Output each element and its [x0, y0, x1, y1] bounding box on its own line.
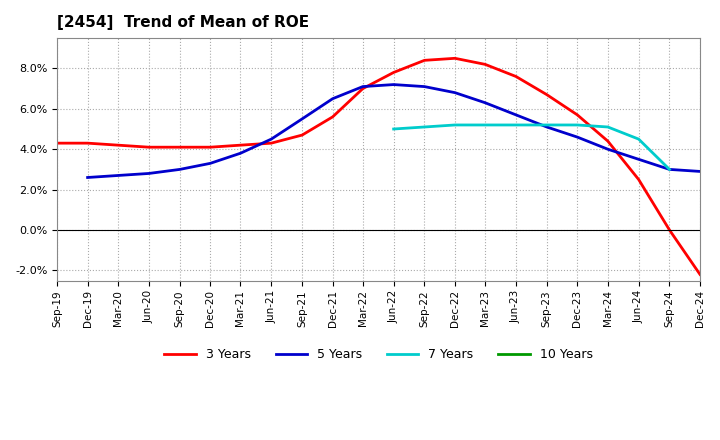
- Text: [2454]  Trend of Mean of ROE: [2454] Trend of Mean of ROE: [57, 15, 309, 30]
- Legend: 3 Years, 5 Years, 7 Years, 10 Years: 3 Years, 5 Years, 7 Years, 10 Years: [159, 343, 598, 367]
